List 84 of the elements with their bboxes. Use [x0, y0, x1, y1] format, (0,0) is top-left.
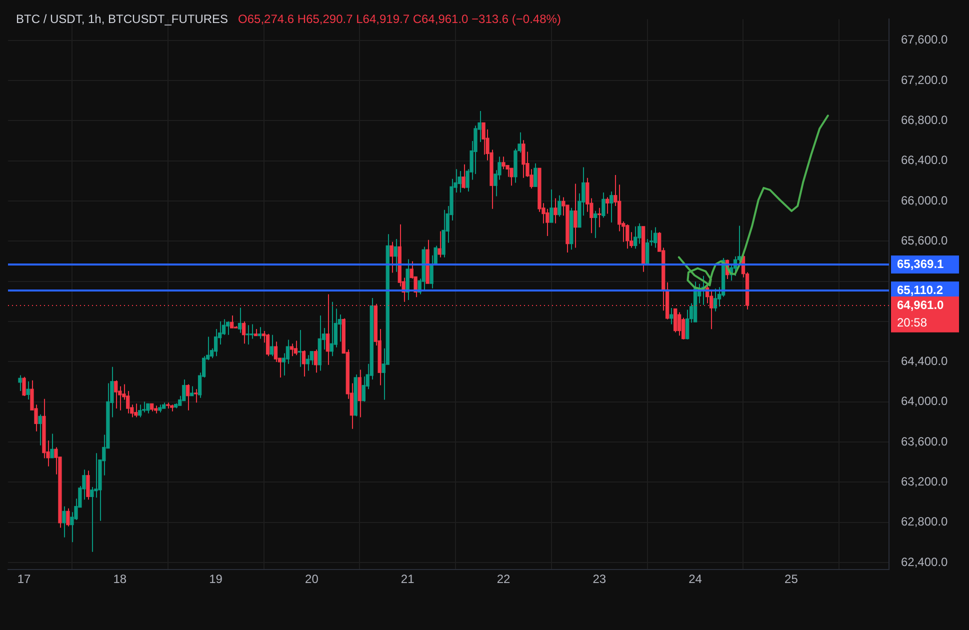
chart-subtitle: O65,274.6 H65,290.7 L64,919.7 C64,961.0 −313.6 (−0.48%)	[238, 12, 561, 26]
candlestick	[134, 403, 138, 418]
x-tick-label: 17	[17, 572, 32, 586]
candlestick	[38, 414, 42, 446]
candlestick	[270, 334, 274, 357]
y-tick-label: 66,000.0	[901, 193, 948, 208]
candlestick	[62, 506, 66, 538]
candlestick	[230, 314, 234, 329]
ref-line-label: 65,110.2	[897, 282, 944, 297]
candlestick	[50, 433, 54, 458]
candlestick	[18, 374, 22, 392]
candlestick	[302, 350, 306, 378]
candlestick	[314, 348, 318, 374]
x-tick-label: 19	[209, 572, 223, 586]
candlestick	[522, 140, 526, 178]
y-tick-label: 66,800.0	[901, 112, 948, 127]
x-tick-label: 25	[784, 572, 798, 586]
candlestick	[266, 333, 270, 357]
candlestick	[86, 470, 90, 500]
candlestick	[550, 189, 554, 223]
candlestick	[606, 196, 610, 214]
candlestick	[138, 404, 142, 418]
candlestick	[502, 156, 506, 170]
candlestick	[294, 340, 298, 356]
y-tick-label: 65,600.0	[901, 233, 948, 248]
candlestick	[258, 326, 262, 340]
y-tick-label: 67,200.0	[901, 72, 948, 87]
x-tick-label: 23	[592, 572, 606, 586]
candlestick	[330, 301, 334, 357]
x-tick-label: 21	[400, 572, 415, 586]
candlestick	[66, 508, 70, 527]
candlestick	[610, 190, 614, 223]
candlestick	[186, 384, 190, 411]
candlestick	[390, 241, 394, 274]
candlestick	[626, 224, 630, 250]
candlestick	[242, 320, 246, 344]
candlestick	[438, 230, 442, 258]
y-tick-label: 67,600.0	[901, 32, 948, 47]
y-tick-label: 62,400.0	[901, 554, 948, 569]
ref-line-label: 65,369.1	[897, 256, 944, 271]
candlestick	[653, 226, 658, 248]
candlestick	[358, 369, 362, 418]
candlestick	[274, 341, 278, 362]
candlestick	[554, 198, 558, 224]
x-tick-label: 24	[688, 572, 702, 586]
candlestick	[22, 376, 26, 396]
candlestick	[574, 183, 578, 248]
y-tick-label: 63,600.0	[901, 434, 948, 448]
candlestick	[114, 380, 118, 409]
candlestick	[462, 164, 466, 190]
candlestick	[362, 376, 366, 402]
candlestick	[686, 309, 690, 340]
ref-line-label: 64,961.0	[897, 298, 944, 312]
candlestick	[214, 328, 218, 357]
candlestick	[674, 308, 678, 333]
candlestick	[602, 192, 606, 218]
candlestick	[638, 222, 642, 244]
candlestick	[558, 194, 562, 218]
candlestick	[238, 307, 242, 334]
text: 20:58	[897, 316, 928, 330]
chart-title: BTC / USDT, 1h, BTCUSDT_FUTURES	[16, 12, 228, 26]
candlestick	[290, 343, 294, 357]
x-tick-label: 22	[496, 572, 510, 586]
x-tick-label: 20	[305, 572, 319, 586]
candlestick	[90, 486, 94, 552]
candlestick	[634, 226, 638, 250]
candlestick	[510, 168, 514, 186]
y-tick-label: 64,000.0	[901, 394, 948, 408]
y-tick-label: 63,200.0	[901, 474, 948, 489]
y-tick-label: 64,400.0	[901, 354, 948, 368]
candlestick	[394, 238, 398, 272]
candlestick	[534, 162, 538, 188]
y-tick-label: 66,400.0	[901, 153, 948, 168]
candlestick	[226, 320, 230, 336]
candlestick	[194, 388, 198, 404]
candlestick	[594, 210, 598, 238]
y-tick-label: 62,800.0	[901, 514, 948, 529]
candlestick	[458, 170, 462, 193]
candlestick	[190, 386, 194, 396]
candlestick	[146, 403, 150, 414]
candlestick	[677, 312, 682, 336]
candlestick	[713, 288, 718, 312]
candlestick	[26, 380, 30, 400]
x-tick-label: 18	[113, 572, 127, 586]
